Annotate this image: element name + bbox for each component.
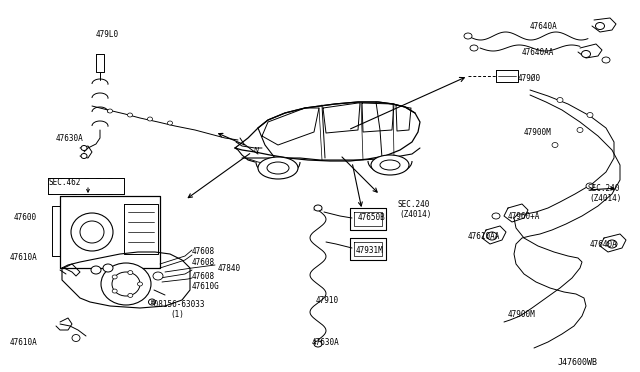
Ellipse shape: [103, 264, 113, 272]
Ellipse shape: [71, 213, 113, 251]
Ellipse shape: [153, 272, 163, 280]
Text: N: N: [253, 147, 259, 153]
Text: 47630A: 47630A: [312, 338, 340, 347]
Text: 479Ø0: 479Ø0: [518, 74, 541, 83]
Ellipse shape: [464, 33, 472, 39]
Ellipse shape: [138, 282, 143, 286]
Ellipse shape: [587, 112, 593, 118]
Ellipse shape: [127, 113, 132, 117]
Text: 47960+A: 47960+A: [508, 212, 540, 221]
Ellipse shape: [128, 270, 133, 275]
Ellipse shape: [112, 275, 117, 279]
Text: 47610A: 47610A: [10, 338, 38, 347]
Text: 47931M: 47931M: [356, 246, 384, 255]
Ellipse shape: [607, 240, 617, 248]
Text: 47600: 47600: [14, 213, 37, 222]
Ellipse shape: [595, 22, 605, 29]
Ellipse shape: [112, 272, 140, 296]
Ellipse shape: [371, 155, 409, 175]
Ellipse shape: [267, 162, 289, 174]
Text: 47640A: 47640A: [530, 22, 557, 31]
Text: SEC.240: SEC.240: [588, 184, 620, 193]
Text: 47640AA: 47640AA: [522, 48, 554, 57]
Text: 47610G: 47610G: [192, 282, 220, 291]
Text: (Z4014): (Z4014): [399, 210, 431, 219]
Ellipse shape: [148, 299, 156, 305]
Ellipse shape: [81, 154, 87, 158]
Text: B: B: [150, 299, 154, 305]
Text: 47608: 47608: [192, 247, 215, 256]
Ellipse shape: [314, 341, 322, 347]
Text: 47910: 47910: [316, 296, 339, 305]
Ellipse shape: [552, 142, 558, 148]
Text: 47840: 47840: [218, 264, 241, 273]
Text: 47610A: 47610A: [10, 253, 38, 262]
Ellipse shape: [72, 334, 80, 341]
Ellipse shape: [582, 51, 591, 58]
Text: 47610AA: 47610AA: [468, 232, 500, 241]
Text: 47640A: 47640A: [590, 240, 618, 249]
Ellipse shape: [314, 205, 322, 211]
Text: 47608: 47608: [192, 272, 215, 281]
Text: 47900M: 47900M: [508, 310, 536, 319]
Ellipse shape: [258, 157, 298, 179]
Text: 47900M: 47900M: [524, 128, 552, 137]
Text: SEC.462: SEC.462: [48, 178, 81, 187]
Ellipse shape: [577, 128, 583, 132]
Text: ²08156-63033: ²08156-63033: [150, 300, 205, 309]
Ellipse shape: [487, 232, 497, 240]
Ellipse shape: [557, 97, 563, 103]
Ellipse shape: [586, 183, 594, 189]
Text: 47608: 47608: [192, 258, 215, 267]
Text: 47650B: 47650B: [358, 213, 386, 222]
Text: J47600WB: J47600WB: [558, 358, 598, 367]
Ellipse shape: [81, 145, 87, 151]
Text: (1): (1): [170, 310, 184, 319]
Ellipse shape: [492, 213, 500, 219]
Ellipse shape: [168, 121, 173, 125]
Ellipse shape: [91, 266, 101, 274]
Ellipse shape: [470, 45, 478, 51]
Ellipse shape: [602, 57, 610, 63]
Text: (Z4014): (Z4014): [589, 194, 621, 203]
Ellipse shape: [128, 294, 133, 297]
Ellipse shape: [108, 109, 113, 113]
Ellipse shape: [380, 160, 400, 170]
Ellipse shape: [112, 289, 117, 293]
Ellipse shape: [80, 221, 104, 243]
Text: 479L0: 479L0: [96, 30, 119, 39]
Text: SEC.240: SEC.240: [398, 200, 430, 209]
Ellipse shape: [147, 117, 152, 121]
Ellipse shape: [101, 263, 151, 305]
Text: 47630A: 47630A: [56, 134, 84, 143]
